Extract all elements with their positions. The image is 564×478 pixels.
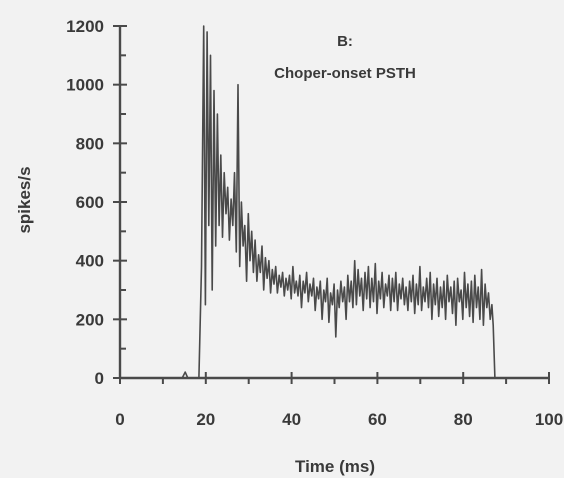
y-tick-label-3: 600 bbox=[76, 193, 104, 212]
chart-title: Choper-onset PSTH bbox=[274, 65, 416, 82]
x-tick-label-4: 80 bbox=[454, 410, 473, 429]
panel-label: B: bbox=[337, 33, 353, 50]
x-tick-label-3: 60 bbox=[368, 410, 387, 429]
plot-area bbox=[120, 25, 549, 379]
x-tick-label-2: 40 bbox=[282, 410, 301, 429]
psth-series-line-0 bbox=[120, 25, 549, 379]
x-tick-label-0: 0 bbox=[115, 410, 124, 429]
y-tick-label-2: 400 bbox=[76, 252, 104, 271]
x-tick-label-5: 100 bbox=[535, 410, 563, 429]
y-tick-label-4: 800 bbox=[76, 134, 104, 153]
y-tick-label-0: 0 bbox=[95, 369, 104, 388]
y-axis-label: spikes/s bbox=[15, 166, 34, 233]
y-tick-label-5: 1000 bbox=[66, 76, 104, 95]
x-axis-label: Time (ms) bbox=[295, 457, 375, 476]
y-axis: 0 200 400 600 800 1000 1200 bbox=[66, 17, 127, 388]
x-axis: 0 20 40 60 80 100 bbox=[115, 372, 563, 429]
y-tick-label-1: 200 bbox=[76, 310, 104, 329]
y-tick-label-6: 1200 bbox=[66, 17, 104, 36]
x-tick-label-1: 20 bbox=[196, 410, 215, 429]
